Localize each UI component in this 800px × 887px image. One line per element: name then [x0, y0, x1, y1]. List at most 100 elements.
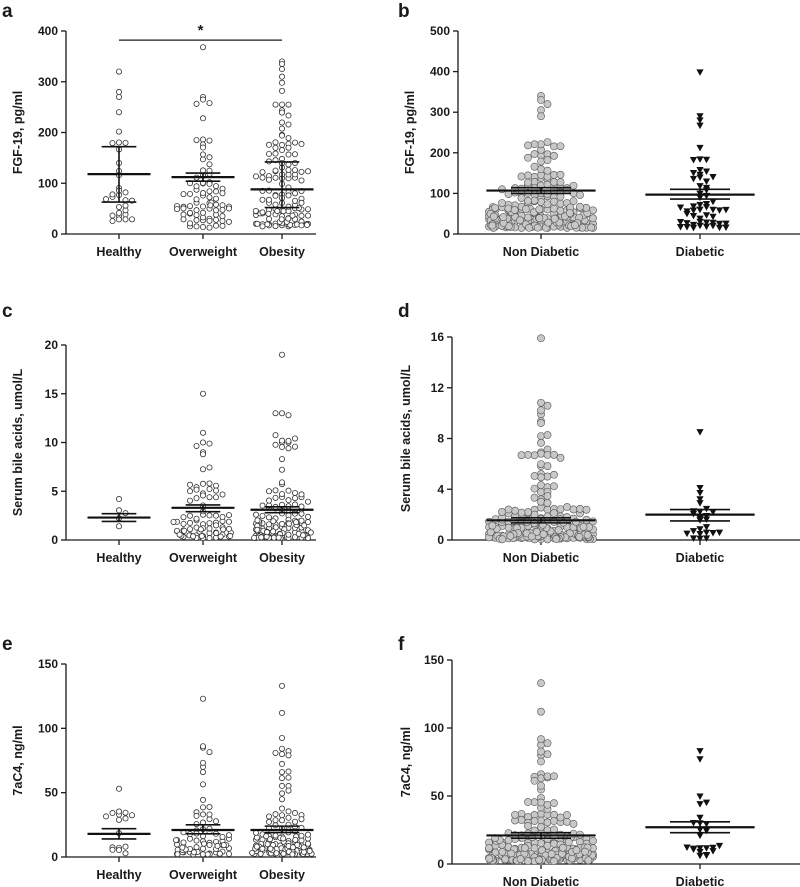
data-point	[537, 757, 545, 766]
data-point	[291, 489, 298, 496]
data-point	[278, 456, 285, 463]
data-point	[206, 440, 213, 447]
data-point	[537, 157, 545, 166]
data-point	[292, 836, 299, 843]
x-tick-label: Obesity	[259, 551, 305, 565]
data-point	[249, 849, 256, 856]
data-point	[537, 774, 545, 783]
data-point	[264, 841, 271, 848]
data-point	[291, 810, 298, 817]
data-point	[543, 512, 552, 521]
data-point	[524, 213, 532, 222]
data-point	[702, 535, 711, 542]
data-point	[199, 743, 206, 750]
y-tick-label: 100	[424, 721, 444, 735]
data-point	[517, 451, 526, 460]
data-point	[212, 482, 219, 489]
data-point	[272, 223, 279, 230]
data-point	[572, 846, 581, 855]
data-point	[199, 44, 206, 51]
data-point	[576, 202, 584, 211]
data-point	[696, 748, 704, 755]
data-point	[291, 534, 298, 541]
data-point	[122, 139, 129, 146]
data-point	[530, 817, 539, 825]
data-point	[543, 772, 552, 781]
data-point	[298, 503, 305, 510]
data-point	[186, 190, 193, 197]
data-point	[278, 751, 285, 758]
data-point	[272, 832, 279, 839]
data-point	[537, 398, 545, 407]
x-tick-label: Overweight	[169, 245, 238, 259]
data-point	[278, 775, 285, 782]
data-point	[266, 836, 273, 843]
data-point	[181, 527, 188, 534]
data-point	[199, 492, 206, 499]
data-point	[278, 812, 285, 819]
data-point	[689, 528, 698, 535]
data-point	[537, 96, 545, 104]
data-point	[543, 750, 552, 759]
data-point	[516, 216, 524, 225]
data-point	[702, 219, 711, 227]
data-point	[278, 805, 285, 812]
data-point	[491, 203, 499, 212]
data-point	[259, 174, 266, 181]
data-point	[272, 811, 279, 818]
data-point	[524, 450, 532, 459]
data-point	[285, 144, 292, 151]
data-point	[259, 209, 266, 216]
data-point	[278, 745, 285, 752]
data-point	[537, 140, 545, 149]
data-point	[186, 203, 193, 210]
y-tick-label: 15	[45, 387, 59, 401]
data-point	[219, 833, 226, 840]
data-point	[212, 195, 219, 202]
data-point	[193, 515, 200, 522]
panel-d: d 0 4 8 12 16 Serum bile acids, umol/L Non Dia…	[398, 301, 800, 565]
data-point	[689, 175, 698, 183]
data-point	[103, 813, 110, 820]
data-point	[304, 206, 311, 213]
data-point	[285, 787, 292, 794]
data-point	[272, 487, 279, 494]
data-point	[199, 115, 206, 122]
data-point	[206, 842, 213, 849]
data-point	[291, 139, 298, 146]
data-point	[193, 812, 200, 819]
data-point	[206, 464, 213, 471]
data-point	[293, 519, 300, 526]
data-point	[530, 451, 539, 460]
data-point	[709, 844, 717, 852]
data-point	[304, 831, 311, 838]
data-point	[550, 450, 558, 459]
data-point	[180, 191, 187, 198]
data-point	[589, 214, 597, 223]
panel-letter-f: f	[398, 634, 405, 655]
data-point	[722, 220, 730, 228]
data-point	[193, 486, 200, 493]
data-point	[304, 840, 311, 847]
data-point	[225, 512, 232, 519]
data-point	[259, 512, 266, 519]
data-point	[278, 119, 285, 126]
data-point	[180, 216, 187, 223]
data-point	[715, 842, 724, 850]
data-point	[278, 479, 285, 486]
data-point	[285, 497, 292, 504]
data-point	[219, 213, 226, 220]
data-point	[537, 497, 545, 506]
data-point	[715, 224, 724, 232]
data-point	[206, 749, 213, 756]
data-point	[696, 183, 704, 190]
data-point	[285, 203, 292, 210]
y-tick-label: 400	[430, 65, 450, 79]
data-point	[272, 822, 279, 829]
data-point	[556, 170, 565, 179]
y-tick-label: 400	[38, 24, 58, 38]
data-point	[128, 812, 135, 819]
data-point	[116, 847, 123, 854]
y-tick-label: 200	[38, 126, 58, 140]
data-point	[539, 530, 548, 539]
